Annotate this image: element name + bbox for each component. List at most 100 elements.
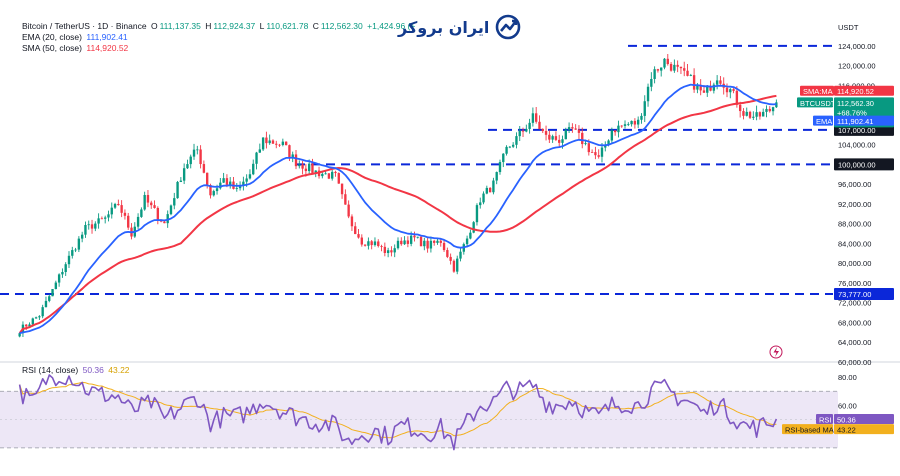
currency-label: USDT — [838, 23, 859, 32]
candle-body — [107, 214, 110, 218]
sma-legend[interactable]: SMA (50, close) 114,920.52 — [22, 43, 130, 54]
rsi-value-tag-bg — [834, 414, 894, 425]
candle-body — [558, 139, 561, 143]
candle-body — [452, 260, 456, 272]
candle-body — [291, 154, 294, 158]
ema-legend-value: 111,902.41 — [86, 32, 128, 42]
candle-body — [755, 112, 758, 117]
candle-body — [113, 203, 117, 208]
candle-body — [136, 216, 140, 227]
candle-body — [413, 235, 416, 238]
candle-body — [51, 289, 54, 297]
candle-body — [271, 140, 275, 144]
price-tick-label: 60,000.00 — [838, 358, 871, 367]
ema-legend[interactable]: EMA (20, close) 111,902.41 — [22, 32, 130, 43]
candle-body — [469, 232, 472, 239]
candle-body — [64, 264, 67, 273]
rsi-tag-text: RSI — [819, 416, 832, 425]
candle-body — [57, 274, 61, 283]
candle-body — [179, 180, 183, 182]
sma-tag-text: SMA:MA — [803, 87, 833, 96]
rsi-legend[interactable]: RSI (14, close) 50.36 43.22 — [22, 365, 132, 376]
candle-body — [636, 119, 640, 125]
high-label: H — [205, 21, 212, 31]
candle-body — [104, 217, 107, 219]
sma-line — [18, 94, 777, 334]
candle-body — [117, 203, 120, 206]
candle-body — [676, 64, 679, 67]
candle-body — [354, 226, 357, 235]
candle-body — [284, 141, 288, 146]
candle-body — [357, 234, 360, 238]
sma-value-tag-text: 114,920.52 — [837, 87, 874, 96]
candle-body — [205, 172, 209, 186]
candle-body — [715, 80, 719, 85]
candle-body — [725, 87, 729, 93]
candle-body — [311, 163, 314, 173]
candle-body — [587, 143, 591, 153]
brand-logo: ایران بروکر — [398, 14, 521, 40]
candle-body — [301, 164, 304, 169]
candle-body — [324, 173, 327, 175]
candle-body — [442, 242, 446, 251]
candle-body — [446, 250, 449, 257]
symbol-title[interactable]: Bitcoin / TetherUS · 1D · Binance — [22, 21, 147, 31]
candle-body — [360, 237, 363, 245]
candle-body — [182, 168, 186, 181]
candle-body — [383, 246, 387, 253]
rsi-tick-label: 80.00 — [838, 373, 857, 382]
price-tick-label: 68,000.00 — [838, 318, 871, 327]
candle-body — [127, 215, 130, 228]
rsi-legend-value: 50.36 — [82, 365, 104, 375]
candle-body — [186, 164, 189, 169]
ema-tag-text: EMA — [816, 117, 832, 126]
candle-body — [321, 173, 324, 177]
candle-body — [209, 185, 212, 196]
candle-body — [574, 128, 577, 130]
candle-body — [199, 149, 202, 165]
btc-tag-bg — [797, 97, 833, 108]
candle-body — [502, 153, 505, 163]
candle-body — [567, 127, 571, 130]
candle-body — [475, 205, 479, 223]
candle-body — [433, 240, 436, 243]
rsi-line — [18, 374, 778, 451]
rsi-legend-label: RSI (14, close) — [22, 365, 79, 375]
candle-body — [472, 222, 475, 233]
rsi-ma-value-tag-text: 43.22 — [837, 426, 856, 435]
candle-body — [663, 58, 666, 68]
candle-body — [439, 240, 442, 243]
candle-body — [683, 68, 686, 71]
open-label: O — [150, 21, 158, 31]
candle-body — [416, 236, 419, 238]
candle-body — [196, 149, 199, 151]
candle-body — [449, 256, 452, 261]
candle-body — [34, 317, 38, 319]
btc-value-tag-text: +68.76% — [837, 108, 867, 117]
candle-body — [265, 137, 268, 144]
level-label-bg — [834, 158, 894, 171]
candle-body — [620, 125, 623, 127]
candle-body — [90, 224, 94, 229]
price-tick-label: 72,000.00 — [838, 299, 871, 308]
candle-body — [67, 255, 71, 265]
candle-body — [660, 67, 663, 71]
candle-body — [505, 146, 508, 154]
candle-body — [120, 205, 123, 213]
candle-body — [498, 162, 502, 173]
candle-body — [541, 128, 544, 132]
candle-body — [729, 89, 732, 93]
price-tick-label: 64,000.00 — [838, 338, 871, 347]
candle-body — [590, 152, 594, 153]
candle-body — [80, 234, 84, 239]
ema-value-tag-bg — [834, 115, 894, 126]
candle-body — [600, 147, 604, 157]
candle-body — [334, 171, 337, 174]
candle-body — [222, 178, 225, 183]
candle-body — [640, 115, 643, 120]
level-label: 107,000.00 — [838, 126, 876, 135]
candle-body — [74, 249, 77, 251]
candle-body — [367, 241, 370, 246]
